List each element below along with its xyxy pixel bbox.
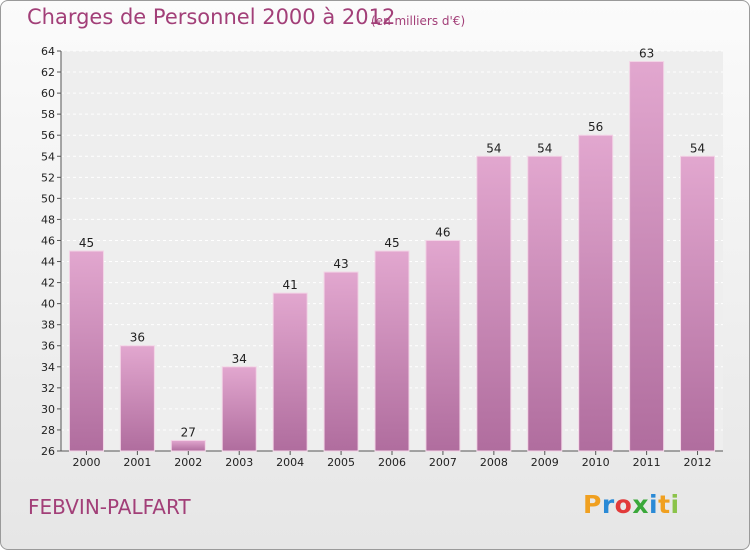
bar	[272, 292, 308, 452]
bar	[221, 366, 257, 452]
y-tick-label: 62	[41, 66, 55, 79]
x-tick-label: 2002	[174, 456, 202, 469]
y-tick-label: 30	[41, 403, 55, 416]
x-tick-label: 2000	[72, 456, 100, 469]
y-tick-label: 48	[41, 213, 55, 226]
x-tick-label: 2007	[429, 456, 457, 469]
chart-title: Charges de Personnel 2000 à 2012	[27, 5, 396, 29]
commune-name: FEBVIN-PALFART	[28, 495, 191, 519]
x-tick-label: 2006	[378, 456, 406, 469]
logo-letter: P	[583, 490, 602, 519]
data-label: 45	[384, 236, 399, 250]
y-tick-label: 26	[41, 445, 55, 458]
y-tick-label: 28	[41, 424, 55, 437]
bar	[68, 250, 104, 452]
data-label: 36	[130, 331, 145, 345]
x-tick-label: 2003	[225, 456, 253, 469]
data-label: 41	[283, 278, 298, 292]
x-tick-label: 2001	[123, 456, 151, 469]
logo-letter: o	[614, 490, 633, 519]
y-tick-label: 50	[41, 192, 55, 205]
logo-letter: t	[658, 490, 671, 519]
bar	[119, 345, 155, 452]
data-label: 46	[435, 225, 450, 239]
proxiti-logo: Proxiti	[583, 490, 680, 519]
bar	[629, 61, 665, 452]
bar	[323, 271, 359, 452]
y-tick-label: 44	[41, 256, 55, 269]
data-label: 45	[79, 236, 94, 250]
x-tick-label: 2004	[276, 456, 304, 469]
x-tick-label: 2012	[684, 456, 712, 469]
y-tick-label: 64	[41, 45, 55, 58]
y-tick-label: 34	[41, 361, 55, 374]
bar	[170, 439, 206, 452]
y-tick-label: 36	[41, 340, 55, 353]
bar	[680, 155, 716, 452]
y-tick-label: 38	[41, 319, 55, 332]
bar	[476, 155, 512, 452]
x-tick-label: 2011	[633, 456, 661, 469]
logo-letter: i	[649, 490, 659, 519]
bar	[374, 250, 410, 452]
data-label: 43	[333, 257, 348, 271]
data-label: 63	[639, 47, 654, 61]
y-tick-label: 58	[41, 108, 55, 121]
data-label: 56	[588, 120, 603, 134]
y-tick-label: 32	[41, 382, 55, 395]
data-label: 54	[537, 141, 552, 155]
y-tick-label: 56	[41, 129, 55, 142]
bar	[578, 134, 614, 452]
y-tick-label: 54	[41, 150, 55, 163]
x-tick-label: 2008	[480, 456, 508, 469]
logo-letter: i	[670, 490, 680, 519]
data-label: 54	[690, 141, 705, 155]
logo-letter: r	[601, 490, 615, 519]
y-tick-label: 40	[41, 298, 55, 311]
y-tick-label: 42	[41, 277, 55, 290]
x-tick-label: 2010	[582, 456, 610, 469]
chart-subtitle: (en milliers d'€)	[371, 14, 466, 28]
y-tick-label: 60	[41, 87, 55, 100]
bar	[425, 239, 461, 452]
data-label: 34	[232, 352, 247, 366]
x-tick-label: 2005	[327, 456, 355, 469]
y-tick-label: 52	[41, 171, 55, 184]
y-tick-label: 46	[41, 234, 55, 247]
logo-letter: x	[632, 490, 649, 519]
data-label: 27	[181, 425, 196, 439]
bar	[527, 155, 563, 452]
x-tick-label: 2009	[531, 456, 559, 469]
data-label: 54	[486, 141, 501, 155]
